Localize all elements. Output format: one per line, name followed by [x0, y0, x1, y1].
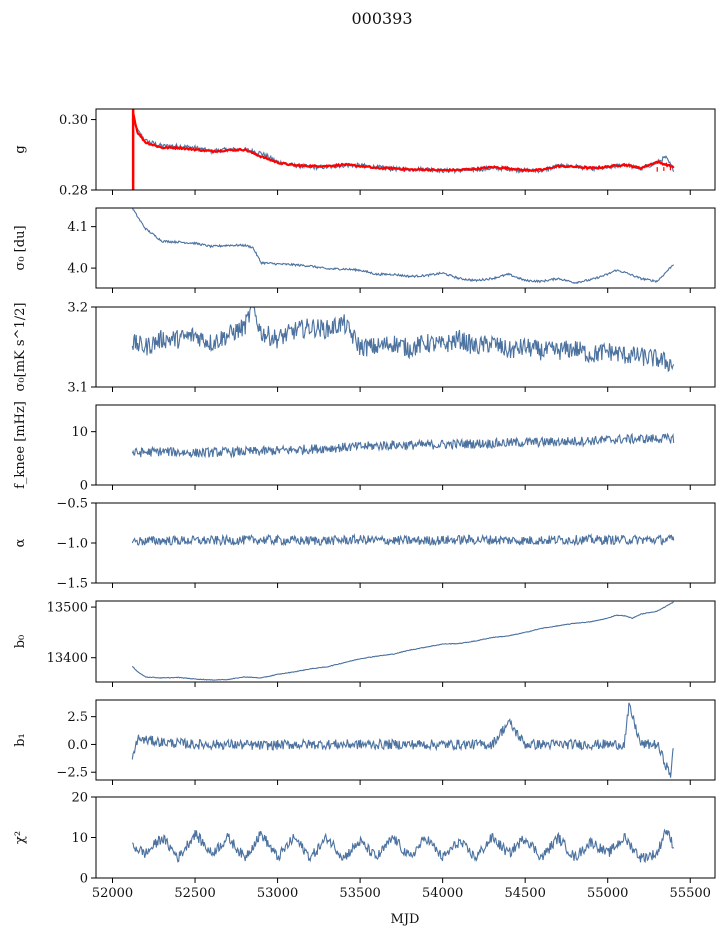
- y-tick-label: 4.1: [67, 220, 88, 235]
- y-axis-label-b0: b₀: [13, 635, 28, 649]
- x-tick-label: 52500: [174, 886, 215, 901]
- y-tick-label: 20: [71, 791, 88, 806]
- y-axis-label-chi2: χ²: [13, 831, 28, 844]
- panel-b0: 13400 13500 b₀: [13, 600, 716, 687]
- x-tick-label: 55000: [587, 886, 628, 901]
- y-tick-label: 3.1: [67, 381, 88, 396]
- series-line-b1: [131, 702, 674, 778]
- y-tick-label: 2.5: [67, 710, 88, 725]
- overlay-line-fit: [132, 112, 675, 173]
- panel-sigma0_mK: 3.1 3.2 σ₀[mK s^1/2]: [13, 301, 716, 396]
- y-tick-label: −2.5: [56, 766, 88, 781]
- y-axis-label-g: g: [13, 145, 28, 153]
- x-tick-label: 54000: [422, 886, 463, 901]
- y-tick-label: 0.30: [59, 113, 88, 128]
- series-line-chi2: [131, 828, 675, 864]
- series-line-g: [131, 118, 675, 175]
- y-tick-label: −1.5: [56, 577, 88, 592]
- y-axis-label-fknee: f_knee [mHz]: [13, 401, 28, 489]
- y-tick-label: 0: [80, 872, 88, 887]
- y-tick-label: 3.2: [67, 301, 88, 316]
- y-tick-label: 0: [80, 479, 88, 494]
- x-tick-label: 52000: [92, 886, 133, 901]
- series-line-alpha: [131, 532, 675, 547]
- y-tick-label: −1.0: [56, 537, 88, 552]
- panel-fknee: 0 10 f_knee [mHz]: [13, 401, 716, 494]
- panel-frame: [95, 207, 716, 289]
- series-line-fknee: [131, 432, 675, 459]
- y-tick-label: 13400: [47, 651, 88, 666]
- panel-sigma0_du: 4.0 4.1 σ₀ [du]: [13, 207, 716, 293]
- figure-title: 000393: [351, 9, 412, 28]
- panel-frame: [95, 600, 716, 683]
- series-line-sigma0_mK: [131, 307, 675, 373]
- y-tick-label: 0.0: [67, 738, 88, 753]
- x-axis-label: MJD: [391, 912, 420, 927]
- series-line-b0: [131, 601, 674, 681]
- x-tick-label: 55500: [670, 886, 711, 901]
- x-tick-label: 53000: [257, 886, 298, 901]
- panel-frame: [95, 108, 716, 191]
- y-tick-label: 0.28: [59, 184, 88, 199]
- panel-chi2: 0 10 20 χ² 52000 52500 53000 53500 54000 54500 550…: [13, 791, 716, 901]
- y-axis-label-sigma0_mK: σ₀[mK s^1/2]: [13, 303, 28, 392]
- panel-g: 0.28 0.30 g: [13, 108, 716, 199]
- panel-frame: [95, 699, 716, 781]
- panels-group: 0.28 0.30 g 4.0 4.1 σ₀ [du] 3.1 3.2 σ₀[mK s^1/2]…: [13, 108, 716, 901]
- panel-alpha: −1.5 −1.0 −0.5 α: [13, 497, 716, 592]
- y-axis-label-b1: b₁: [13, 733, 28, 747]
- y-axis-label-sigma0_du: σ₀ [du]: [13, 225, 28, 270]
- y-tick-label: 13500: [47, 601, 88, 616]
- series-line-sigma0_du: [131, 208, 675, 285]
- y-tick-label: 10: [71, 425, 88, 440]
- x-tick-label: 53500: [339, 886, 380, 901]
- panel-frame: [95, 796, 716, 879]
- y-tick-label: 4.0: [67, 262, 88, 277]
- y-tick-label: −0.5: [56, 497, 88, 512]
- panel-frame: [95, 306, 716, 388]
- y-tick-label: 10: [71, 831, 88, 846]
- panel-frame: [95, 404, 716, 486]
- x-tick-label: 54500: [504, 886, 545, 901]
- y-axis-label-alpha: α: [13, 538, 28, 547]
- panel-b1: −2.5 0.0 2.5 b₁: [13, 699, 716, 785]
